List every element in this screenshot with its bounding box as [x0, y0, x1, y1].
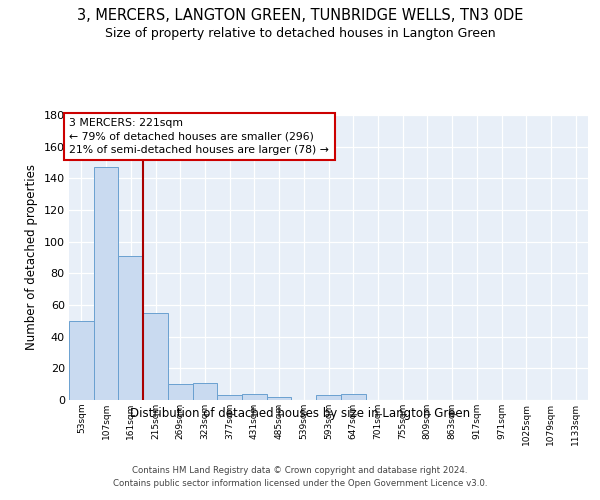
Bar	[118, 256, 143, 400]
Bar	[168, 384, 193, 400]
Bar	[267, 397, 292, 400]
Text: Size of property relative to detached houses in Langton Green: Size of property relative to detached ho…	[104, 28, 496, 40]
Bar	[193, 382, 217, 400]
Bar	[341, 394, 365, 400]
Bar	[143, 313, 168, 400]
Text: 3, MERCERS, LANGTON GREEN, TUNBRIDGE WELLS, TN3 0DE: 3, MERCERS, LANGTON GREEN, TUNBRIDGE WEL…	[77, 8, 523, 22]
Text: Distribution of detached houses by size in Langton Green: Distribution of detached houses by size …	[130, 408, 470, 420]
Text: 3 MERCERS: 221sqm
← 79% of detached houses are smaller (296)
21% of semi-detache: 3 MERCERS: 221sqm ← 79% of detached hous…	[70, 118, 329, 154]
Bar	[69, 321, 94, 400]
Text: Contains HM Land Registry data © Crown copyright and database right 2024.
Contai: Contains HM Land Registry data © Crown c…	[113, 466, 487, 487]
Y-axis label: Number of detached properties: Number of detached properties	[25, 164, 38, 350]
Bar	[217, 395, 242, 400]
Bar	[242, 394, 267, 400]
Bar	[316, 395, 341, 400]
Bar	[94, 167, 118, 400]
